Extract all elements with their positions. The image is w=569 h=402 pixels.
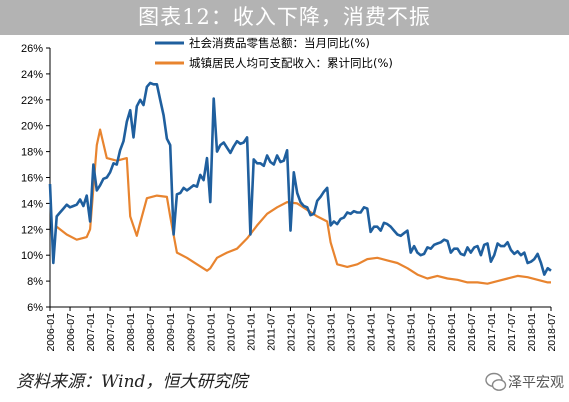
x-tick-label: 2018-01 [526, 313, 538, 352]
x-tick-label: 2017-07 [506, 313, 518, 352]
x-tick-label: 2007-01 [85, 313, 97, 352]
y-tick-label: 10% [21, 250, 43, 262]
wechat-icon [485, 372, 507, 391]
x-tick-label: 2010-07 [225, 313, 237, 352]
y-tick-label: 18% [21, 147, 43, 159]
series-line-urban-income [56, 128, 551, 285]
y-tick-label: 8% [27, 276, 43, 288]
x-tick-label: 2007-07 [105, 313, 117, 352]
x-tick-label: 2013-07 [346, 313, 358, 352]
chart-lines [48, 81, 552, 285]
source-note: 资料来源：Wind，恒大研究院 [16, 372, 248, 392]
x-tick-label: 2006-01 [45, 313, 57, 352]
y-tick-label: 22% [21, 95, 43, 107]
legend-label-income: 城镇居民人均可支配收入：累计同比(%) [189, 56, 393, 70]
x-tick-label: 2012-01 [285, 313, 297, 352]
x-tick-label: 2011-01 [245, 313, 257, 351]
x-tick-label: 2014-07 [386, 313, 398, 352]
legend-label-retail: 社会消费品零售总额：当月同比(%) [189, 36, 370, 50]
y-tick-label: 20% [21, 121, 43, 133]
series-line-retail-sales [48, 81, 552, 276]
x-tick-label: 2009-01 [165, 313, 177, 352]
chart-title-bar: 图表12：收入下降，消费不振 [0, 0, 569, 35]
line-chart: 6% 8% 10% 12% 14% 16% 18% 20% 22% 24% 26% 2006-01 20… [21, 36, 558, 352]
x-tick-label: 2016-07 [466, 313, 478, 352]
y-tick-label: 24% [21, 69, 43, 81]
x-tick-label: 2008-01 [125, 313, 137, 352]
y-tick-label: 16% [21, 173, 43, 185]
x-tick-label: 2009-07 [185, 313, 197, 352]
x-tick-label: 2015-07 [426, 313, 438, 352]
x-tick-label: 2010-01 [205, 313, 217, 352]
y-tick-label: 6% [27, 302, 43, 314]
x-tick-label: 2011-07 [265, 313, 277, 351]
x-tick-label: 2014-01 [366, 313, 378, 352]
x-tick-label: 2016-01 [446, 313, 458, 352]
chart-axes: 6% 8% 10% 12% 14% 16% 18% 20% 22% 24% 26% 2006-01 20… [21, 43, 558, 352]
chart-legend: 社会消费品零售总额：当月同比(%) 城镇居民人均可支配收入：累计同比(%) [155, 36, 393, 70]
x-tick-label: 2013-01 [326, 313, 338, 352]
y-tick-label: 12% [21, 224, 43, 236]
y-tick-label: 26% [21, 43, 43, 55]
x-tick-label: 2017-01 [486, 313, 498, 352]
x-tick-label: 2015-01 [406, 313, 418, 352]
x-tick-label: 2018-07 [546, 313, 558, 352]
x-tick-label: 2008-07 [145, 313, 157, 352]
x-tick-label: 2012-07 [306, 313, 318, 352]
y-tick-label: 14% [21, 198, 43, 210]
watermark-label: 泽平宏观 [508, 375, 564, 391]
chart-title: 图表12：收入下降，消费不振 [138, 5, 431, 29]
x-tick-label: 2006-07 [65, 313, 77, 352]
